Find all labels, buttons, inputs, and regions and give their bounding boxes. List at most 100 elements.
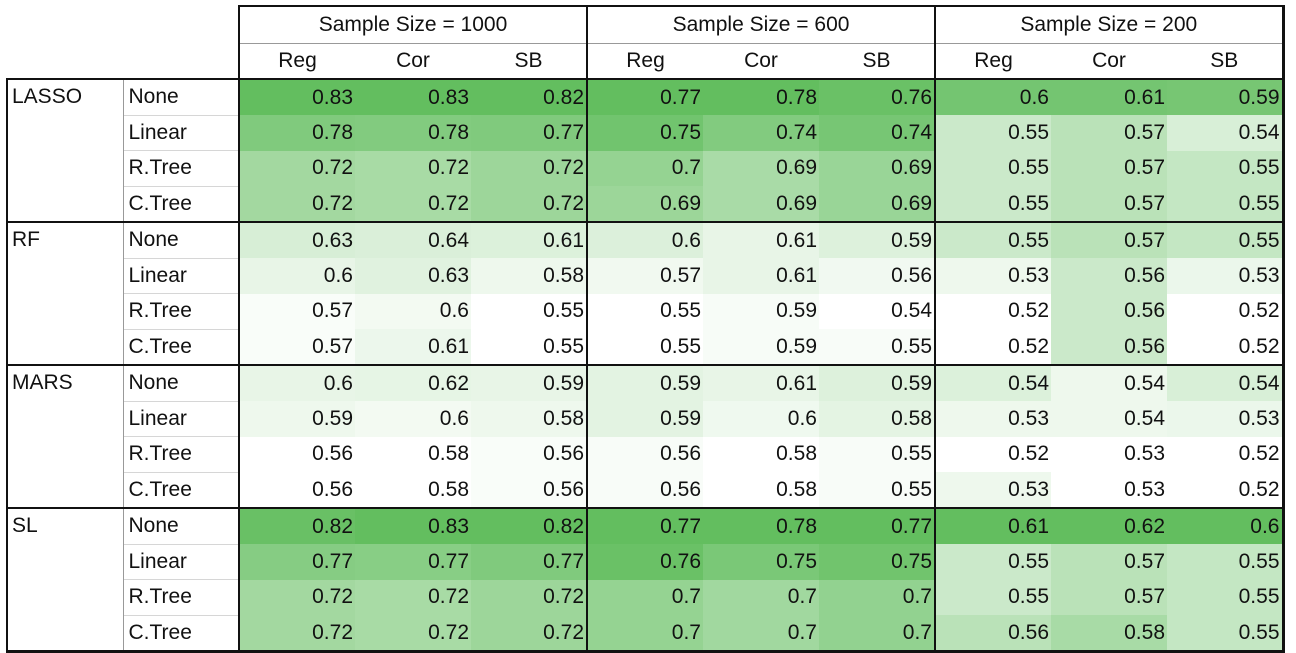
value-cell: 0.7 bbox=[586, 579, 703, 615]
value-cell: 0.6 bbox=[238, 258, 355, 294]
value-cell: 0.57 bbox=[238, 293, 355, 329]
sub-header-reg: Reg bbox=[934, 43, 1051, 80]
group-header-1000: Sample Size = 1000 bbox=[238, 5, 588, 44]
value-cell: 0.55 bbox=[1167, 544, 1285, 580]
scenario-label: C.Tree bbox=[123, 471, 240, 508]
scenario-label: R.Tree bbox=[123, 436, 240, 472]
value-cell: 0.75 bbox=[586, 115, 703, 151]
value-cell: 0.7 bbox=[819, 579, 935, 615]
value-cell: 0.56 bbox=[934, 615, 1051, 653]
value-cell: 0.53 bbox=[934, 472, 1051, 508]
value-cell: 0.61 bbox=[703, 258, 819, 294]
value-cell: 0.82 bbox=[471, 507, 587, 544]
scenario-label: Linear bbox=[123, 400, 240, 437]
value-cell: 0.55 bbox=[819, 329, 935, 365]
value-cell: 0.53 bbox=[1167, 258, 1285, 294]
value-cell: 0.56 bbox=[819, 258, 935, 294]
model-label: LASSO bbox=[6, 78, 124, 222]
value-cell: 0.55 bbox=[934, 579, 1051, 615]
value-cell: 0.57 bbox=[1051, 186, 1167, 222]
value-cell: 0.76 bbox=[586, 544, 703, 580]
value-cell: 0.77 bbox=[238, 544, 355, 580]
value-cell: 0.54 bbox=[1051, 401, 1167, 437]
value-cell: 0.7 bbox=[703, 579, 819, 615]
value-cell: 0.59 bbox=[703, 329, 819, 365]
value-cell: 0.64 bbox=[355, 221, 471, 258]
value-cell: 0.55 bbox=[1167, 579, 1285, 615]
group-header-600: Sample Size = 600 bbox=[586, 5, 936, 44]
table-row: R.Tree 0.57 0.6 0.55 0.55 0.59 0.54 0.52 0.56 0.5… bbox=[7, 293, 1285, 329]
value-cell: 0.59 bbox=[1167, 78, 1285, 115]
value-cell: 0.54 bbox=[819, 293, 935, 329]
value-cell: 0.83 bbox=[238, 78, 355, 115]
value-cell: 0.58 bbox=[471, 401, 587, 437]
table-row: Linear 0.77 0.77 0.77 0.76 0.75 0.75 0.55 0.57 0.… bbox=[7, 543, 1285, 580]
value-cell: 0.72 bbox=[355, 150, 471, 186]
table-row: RF None 0.63 0.64 0.61 0.6 0.61 0.59 0.55 0.57 0.5… bbox=[6, 221, 1285, 365]
value-cell: 0.72 bbox=[238, 615, 355, 653]
value-cell: 0.6 bbox=[1167, 507, 1285, 544]
sub-header-sb: SB bbox=[471, 43, 587, 80]
table-row: C.Tree 0.72 0.72 0.72 0.69 0.69 0.69 0.55 0.57 0.… bbox=[7, 185, 1285, 222]
value-cell: 0.52 bbox=[934, 436, 1051, 472]
table-row: MARS None 0.6 0.62 0.59 0.59 0.61 0.59 0.54 0.54 0… bbox=[6, 364, 1285, 508]
value-cell: 0.72 bbox=[471, 579, 587, 615]
scenario-label: Linear bbox=[123, 114, 240, 151]
value-cell: 0.55 bbox=[471, 293, 587, 329]
sub-header-row: Reg Cor SB Reg Cor SB Reg Cor SB bbox=[7, 43, 1285, 80]
value-cell: 0.55 bbox=[934, 221, 1051, 258]
value-cell: 0.75 bbox=[819, 544, 935, 580]
value-cell: 0.61 bbox=[703, 364, 819, 401]
value-cell: 0.72 bbox=[471, 615, 587, 653]
value-cell: 0.74 bbox=[703, 115, 819, 151]
model-label: RF bbox=[6, 221, 124, 365]
table-body: Sample Size = 1000 Sample Size = 600 Sam… bbox=[6, 5, 1285, 653]
value-cell: 0.6 bbox=[238, 364, 355, 401]
value-cell: 0.55 bbox=[819, 472, 935, 508]
scenario-label: None bbox=[123, 507, 240, 544]
value-cell: 0.55 bbox=[586, 293, 703, 329]
value-cell: 0.54 bbox=[1167, 364, 1285, 401]
table-row: Linear 0.6 0.63 0.58 0.57 0.61 0.56 0.53 0.56 0.5… bbox=[7, 257, 1285, 294]
value-cell: 0.58 bbox=[703, 472, 819, 508]
value-cell: 0.54 bbox=[1167, 115, 1285, 151]
model-label: SL bbox=[6, 507, 124, 653]
value-cell: 0.58 bbox=[355, 436, 471, 472]
table-row: SL None 0.82 0.83 0.82 0.77 0.78 0.77 0.61 0.62 0.… bbox=[6, 507, 1285, 653]
value-cell: 0.72 bbox=[355, 186, 471, 222]
value-cell: 0.63 bbox=[355, 258, 471, 294]
table-row: C.Tree 0.57 0.61 0.55 0.55 0.59 0.55 0.52 0.56 0.… bbox=[7, 328, 1285, 365]
value-cell: 0.52 bbox=[934, 293, 1051, 329]
value-cell: 0.69 bbox=[703, 186, 819, 222]
value-cell: 0.72 bbox=[355, 579, 471, 615]
value-cell: 0.59 bbox=[586, 401, 703, 437]
value-cell: 0.6 bbox=[355, 401, 471, 437]
value-cell: 0.53 bbox=[1051, 436, 1167, 472]
value-cell: 0.59 bbox=[703, 293, 819, 329]
scenario-label: C.Tree bbox=[123, 614, 240, 653]
value-cell: 0.75 bbox=[703, 544, 819, 580]
scenario-label: R.Tree bbox=[123, 579, 240, 615]
value-cell: 0.7 bbox=[819, 615, 935, 653]
value-cell: 0.56 bbox=[471, 472, 587, 508]
sub-header-reg: Reg bbox=[586, 43, 703, 80]
scenario-label: C.Tree bbox=[123, 328, 240, 365]
value-cell: 0.76 bbox=[819, 78, 935, 115]
value-cell: 0.56 bbox=[1051, 329, 1167, 365]
value-cell: 0.55 bbox=[471, 329, 587, 365]
value-cell: 0.52 bbox=[1167, 293, 1285, 329]
value-cell: 0.58 bbox=[471, 258, 587, 294]
value-cell: 0.53 bbox=[934, 258, 1051, 294]
scenario-label: None bbox=[123, 364, 240, 401]
value-cell: 0.77 bbox=[471, 544, 587, 580]
value-cell: 0.63 bbox=[238, 221, 355, 258]
table-row: R.Tree 0.56 0.58 0.56 0.56 0.58 0.55 0.52 0.53 0.… bbox=[7, 436, 1285, 472]
table-row: LASSO None 0.83 0.83 0.82 0.77 0.78 0.76 0.6 0.61… bbox=[6, 78, 1285, 222]
value-cell: 0.53 bbox=[934, 401, 1051, 437]
scenario-label: C.Tree bbox=[123, 185, 240, 222]
value-cell: 0.52 bbox=[1167, 436, 1285, 472]
table-row: C.Tree 0.56 0.58 0.56 0.56 0.58 0.55 0.53 0.53 0.… bbox=[7, 471, 1285, 508]
value-cell: 0.56 bbox=[1051, 258, 1167, 294]
value-cell: 0.58 bbox=[355, 472, 471, 508]
table-row: C.Tree 0.72 0.72 0.72 0.7 0.7 0.7 0.56 0.58 0.55 bbox=[7, 614, 1285, 653]
